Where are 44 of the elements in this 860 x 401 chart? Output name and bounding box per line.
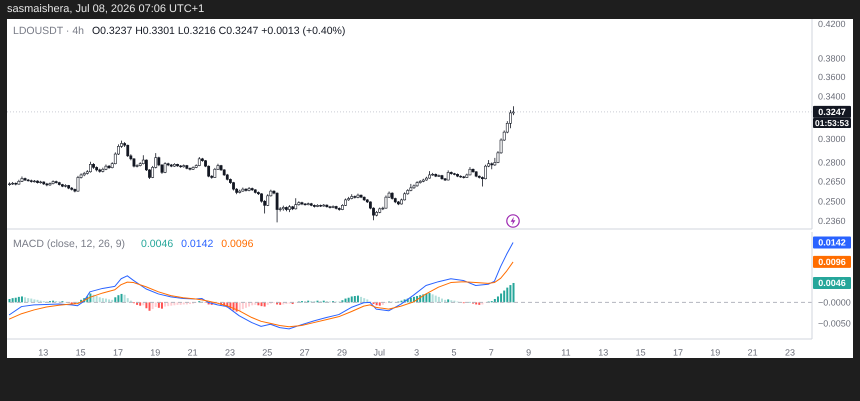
x-tick-label: 11: [561, 347, 571, 358]
x-tick-label: 19: [710, 347, 720, 358]
x-tick-label: Jul: [374, 347, 386, 358]
x-tick-label: 25: [262, 347, 272, 358]
y-tick-label: 0.2650: [818, 176, 846, 187]
y-tick-label: 0.4200: [818, 19, 846, 30]
x-tick-label: 23: [784, 347, 795, 358]
y-tick-label: 0.0142: [818, 238, 846, 248]
x-tick-label: 29: [336, 347, 347, 358]
x-tick-label: 5: [451, 347, 456, 358]
x-tick-label: 27: [300, 347, 310, 358]
y-tick-label: 0.2800: [818, 158, 846, 168]
x-tick-label: 3: [414, 347, 420, 358]
x-tick-label: 13: [38, 347, 48, 358]
y-tick-label: 0.2500: [818, 196, 846, 206]
x-tick-label: 17: [112, 347, 123, 358]
text: sasmaishera, Jul 08, 2026 07:06 UTC+1: [7, 3, 204, 15]
y-tick-label: 0.0096: [818, 257, 846, 268]
x-tick-label: 23: [224, 347, 235, 358]
x-tick-label: 15: [76, 347, 86, 358]
x-tick-label: 19: [150, 347, 160, 358]
x-tick-label: 17: [672, 347, 683, 358]
text: 0.0096: [221, 238, 254, 250]
y-tick-label: 0.3247: [818, 107, 846, 118]
y-tick-label: 0.3800: [818, 53, 846, 64]
x-tick-label: 7: [488, 347, 494, 358]
y-tick-label: −0.0000: [818, 298, 851, 308]
x-tick-label: 21: [748, 347, 758, 358]
annotation: 01:53:53: [814, 118, 850, 128]
x-tick-label: 13: [598, 347, 608, 358]
y-tick-label: −0.0050: [818, 318, 851, 329]
x-tick-label: 9: [526, 347, 532, 358]
text: O0.3237 H0.3301 L0.3216 C0.3247 +0.0013 (+0.40%): [92, 25, 346, 37]
y-tick-label: 0.0046: [818, 278, 846, 288]
text: 0.0142: [181, 238, 214, 250]
x-tick-label: 21: [188, 347, 198, 358]
y-tick-label: 0.3000: [818, 134, 846, 144]
y-tick-label: 0.3600: [818, 72, 846, 82]
text: LDOUSDT · 4h: [13, 25, 84, 37]
y-tick-label: 0.2360: [818, 216, 846, 226]
y-tick-label: 0.3400: [818, 91, 846, 102]
text: 0.0046: [141, 238, 174, 250]
text: MACD (close, 12, 26, 9): [13, 238, 126, 250]
x-tick-label: 15: [636, 347, 646, 358]
